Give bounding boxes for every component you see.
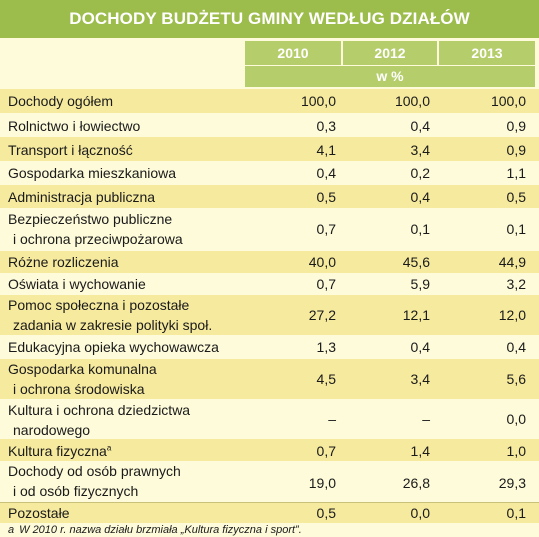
value-2013: 100,0 <box>490 93 526 109</box>
value-2010: 0,7 <box>316 276 336 292</box>
value-2013: 0,1 <box>506 505 526 521</box>
footnote-marker: a <box>106 443 112 453</box>
value-2010: 0,7 <box>316 221 336 237</box>
table-row: Administracja publiczna 0,5 0,4 0,5 <box>0 185 539 208</box>
table-row: Pozostałe 0,5 0,0 0,1 <box>0 502 539 523</box>
value-2013: 12,0 <box>498 307 526 323</box>
row-label: Gospodarka komunalna i ochrona środowiska <box>8 361 157 397</box>
value-2010: 0,3 <box>316 118 336 134</box>
table-row: Dochody ogółem 100,0 100,0 100,0 <box>0 89 539 113</box>
value-2012: 100,0 <box>394 93 430 109</box>
unit-header: w % <box>245 66 535 87</box>
value-2012: 0,1 <box>410 221 430 237</box>
value-2013: 0,9 <box>506 142 526 158</box>
value-2012: 0,4 <box>410 189 430 205</box>
value-2013: 5,6 <box>506 371 526 387</box>
row-label: Oświata i wychowanie <box>8 276 146 292</box>
footnote: a W 2010 r. nazwa działu brzmiała „Kultur… <box>8 523 302 537</box>
value-2013: 44,9 <box>498 254 526 270</box>
value-2010: 0,5 <box>316 189 336 205</box>
value-2012: 45,6 <box>402 254 430 270</box>
table-row: Różne rozliczenia 40,0 45,6 44,9 <box>0 251 539 273</box>
value-2012: 3,4 <box>410 371 430 387</box>
value-2013: 0,0 <box>506 411 526 427</box>
table-row: Gospodarka komunalna i ochrona środowiska… <box>0 359 539 399</box>
value-2012: 12,1 <box>402 307 430 323</box>
value-2012: 5,9 <box>410 276 430 292</box>
value-2013: 29,3 <box>498 475 526 491</box>
table-row: Edukacyjna opieka wychowawcza 1,3 0,4 0,… <box>0 335 539 359</box>
row-label: Kultura fizycznaa <box>8 443 112 459</box>
year-header-2013: 2013 <box>439 41 535 65</box>
table-row: Dochody od osób prawnych i od osób fizycz… <box>0 461 539 502</box>
table-row: Transport i łączność 4,1 3,4 0,9 <box>0 137 539 161</box>
year-header-2012: 2012 <box>343 41 437 65</box>
row-label: Transport i łączność <box>8 142 133 158</box>
row-label: Kultura i ochrona dziedzictwa narodowego <box>8 402 191 438</box>
footnote-label: a <box>8 524 15 536</box>
value-2013: 3,2 <box>506 276 526 292</box>
value-2013: 0,5 <box>506 189 526 205</box>
value-2010: 40,0 <box>308 254 336 270</box>
value-2010: 19,0 <box>308 475 336 491</box>
value-2010: 27,2 <box>308 307 336 323</box>
table-row: Pomoc społeczna i pozostałe zadania w zak… <box>0 295 539 335</box>
table-row: Bezpieczeństwo publiczne i ochrona przeci… <box>0 208 539 251</box>
value-2010: 0,5 <box>316 505 336 521</box>
table-title: DOCHODY BUDŻETU GMINY WEDŁUG DZIAŁÓW <box>0 0 539 38</box>
value-2012: 0,4 <box>410 339 430 355</box>
table-row: Kultura i ochrona dziedzictwa narodowego … <box>0 399 539 439</box>
value-2012: 26,8 <box>402 475 430 491</box>
row-label: Pomoc społeczna i pozostałe zadania w zak… <box>8 297 213 333</box>
value-2010: 0,4 <box>316 165 336 181</box>
value-2012: 1,4 <box>410 443 430 459</box>
value-2013: 0,4 <box>506 339 526 355</box>
value-2012: 3,4 <box>410 142 430 158</box>
table-row: Gospodarka mieszkaniowa 0,4 0,2 1,1 <box>0 161 539 185</box>
value-2010: – <box>328 411 336 427</box>
year-header-2010: 2010 <box>245 41 341 65</box>
value-2012: – <box>422 411 430 427</box>
table-row: Oświata i wychowanie 0,7 5,9 3,2 <box>0 273 539 295</box>
value-2012: 0,4 <box>410 118 430 134</box>
table-row: Rolnictwo i łowiectwo 0,3 0,4 0,9 <box>0 113 539 137</box>
value-2012: 0,0 <box>410 505 430 521</box>
value-2013: 0,9 <box>506 118 526 134</box>
row-label: Bezpieczeństwo publiczne i ochrona przeci… <box>8 211 183 247</box>
value-2010: 0,7 <box>316 443 336 459</box>
value-2013: 1,1 <box>506 165 526 181</box>
table-row: Kultura fizycznaa 0,7 1,4 1,0 <box>0 439 539 461</box>
value-2010: 1,3 <box>316 339 336 355</box>
value-2010: 100,0 <box>300 93 336 109</box>
value-2013: 1,0 <box>506 443 526 459</box>
row-label: Dochody od osób prawnych i od osób fizycz… <box>8 463 181 499</box>
row-label: Gospodarka mieszkaniowa <box>8 165 177 181</box>
row-label: Rolnictwo i łowiectwo <box>8 118 141 134</box>
row-label: Pozostałe <box>8 505 70 521</box>
row-label: Administracja publiczna <box>8 189 156 205</box>
row-label: Dochody ogółem <box>8 93 114 109</box>
value-2012: 0,2 <box>410 165 430 181</box>
footnote-text: W 2010 r. nazwa działu brzmiała „Kultura… <box>19 524 302 536</box>
row-label: Różne rozliczenia <box>8 254 119 270</box>
value-2010: 4,1 <box>316 142 336 158</box>
value-2013: 0,1 <box>506 221 526 237</box>
value-2010: 4,5 <box>316 371 336 387</box>
row-label: Edukacyjna opieka wychowawcza <box>8 339 219 355</box>
